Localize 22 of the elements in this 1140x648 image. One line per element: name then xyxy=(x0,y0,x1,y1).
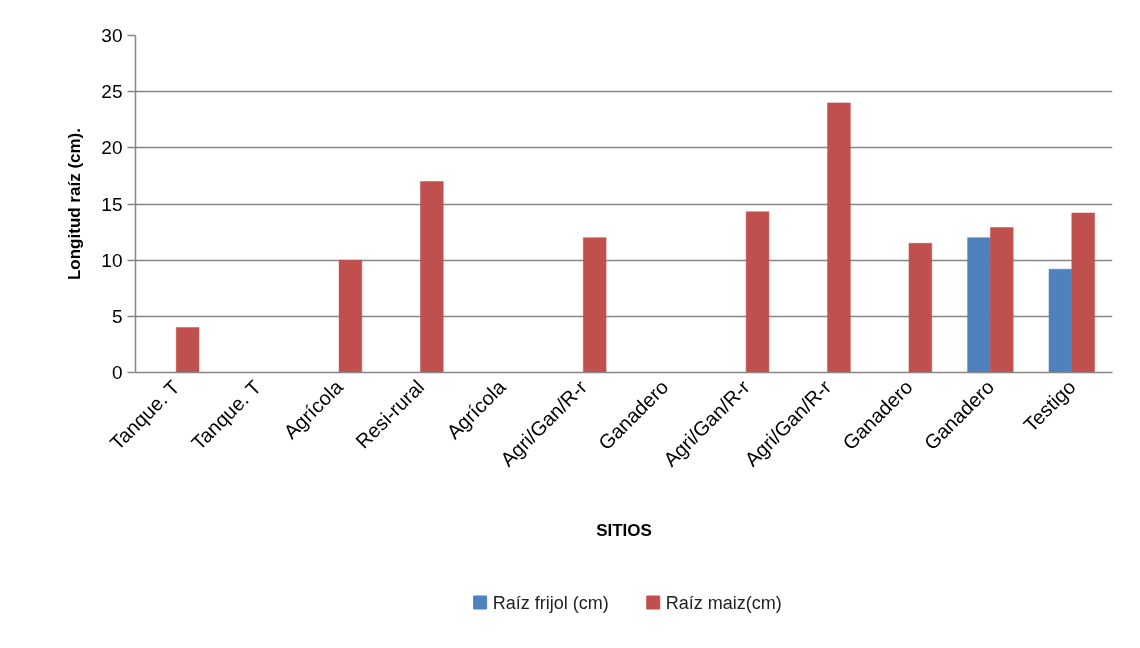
bar xyxy=(908,243,933,373)
legend-label: Raíz frijol (cm) xyxy=(492,592,609,613)
bar xyxy=(420,181,444,373)
y-tick-label: 0 xyxy=(111,362,123,383)
bar xyxy=(827,102,851,373)
bar xyxy=(1071,212,1095,373)
y-tick-label: 10 xyxy=(101,249,123,271)
y-tick-label: 15 xyxy=(101,193,123,215)
bar xyxy=(338,259,363,373)
y-tick-label: 30 xyxy=(101,25,123,46)
y-tick-label: 25 xyxy=(101,81,123,103)
bar xyxy=(990,227,1014,373)
legend-label: Raíz maiz(cm) xyxy=(665,592,782,613)
y-tick-label: 20 xyxy=(101,137,123,159)
x-axis-title: SITIOS xyxy=(596,521,652,541)
y-axis-title: Longitud raíz (cm). xyxy=(65,127,85,281)
bar xyxy=(1048,268,1073,373)
bar xyxy=(967,237,991,373)
y-tick-label: 5 xyxy=(111,305,123,327)
bar xyxy=(583,237,607,373)
bar xyxy=(745,211,770,373)
bar xyxy=(175,327,200,373)
